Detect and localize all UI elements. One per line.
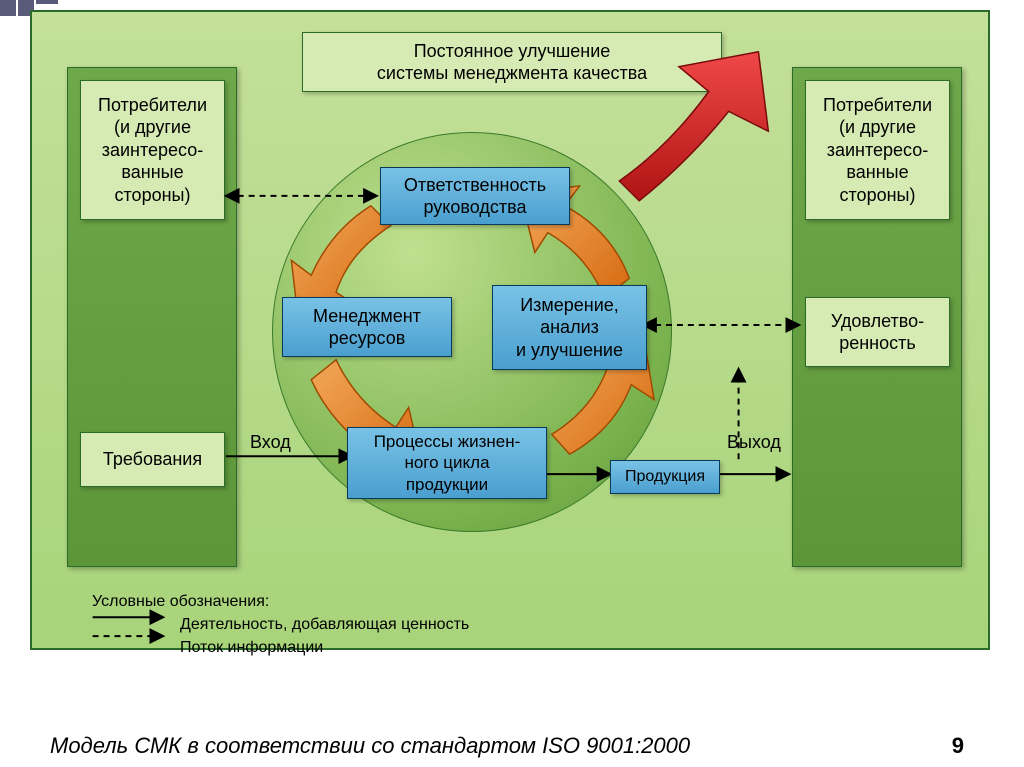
caption: Модель СМК в соответствии со стандартом … bbox=[50, 733, 690, 759]
resources-box: Менеджмент ресурсов bbox=[282, 297, 452, 357]
top-improvement-box: Постоянное улучшение системы менеджмента… bbox=[302, 32, 722, 92]
legend-line2: Поток информации bbox=[180, 638, 323, 659]
legend-line1: Деятельность, добавляющая ценность bbox=[180, 615, 469, 636]
left-consumers-box: Потребители (и другие заинтересо- ванные… bbox=[80, 80, 225, 220]
output-label: Выход bbox=[727, 432, 781, 453]
diagram-frame: Постоянное улучшение системы менеджмента… bbox=[30, 10, 990, 650]
left-requirements-box: Требования bbox=[80, 432, 225, 487]
legend-title: Условные обозначения: bbox=[92, 592, 469, 613]
right-satisfaction-box: Удовлетво- ренность bbox=[805, 297, 950, 367]
lifecycle-box: Процессы жизнен- ного цикла продукции bbox=[347, 427, 547, 499]
product-box: Продукция bbox=[610, 460, 720, 494]
input-label: Вход bbox=[250, 432, 291, 453]
responsibility-box: Ответственность руководства bbox=[380, 167, 570, 225]
page-number: 9 bbox=[952, 733, 964, 759]
legend: Условные обозначения: Деятельность, доба… bbox=[92, 592, 469, 658]
top-box-line2: системы менеджмента качества bbox=[309, 62, 715, 85]
right-consumers-box: Потребители (и другие заинтересо- ванные… bbox=[805, 80, 950, 220]
top-box-line1: Постоянное улучшение bbox=[309, 40, 715, 63]
measurement-box: Измерение, анализ и улучшение bbox=[492, 285, 647, 370]
